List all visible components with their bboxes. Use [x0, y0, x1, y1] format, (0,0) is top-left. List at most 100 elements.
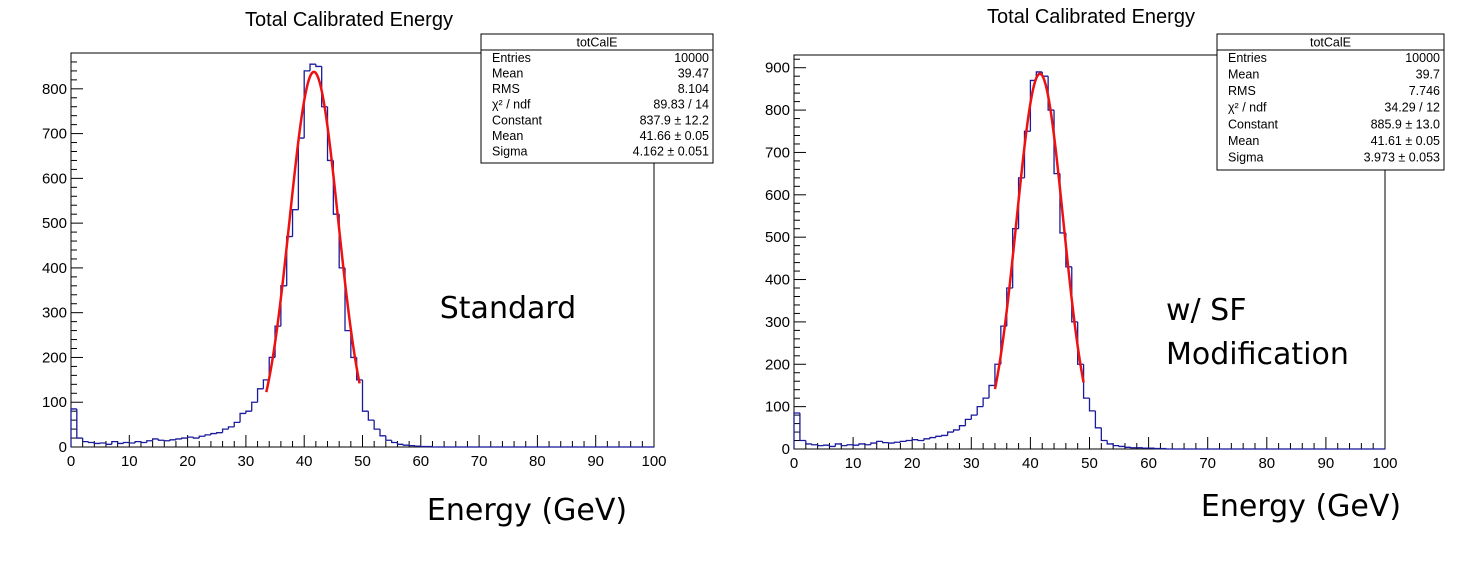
x-tick-label: 40 [296, 453, 313, 470]
left-x-axis-label: Energy (GeV) [427, 493, 627, 528]
histogram-bin [882, 441, 889, 444]
histogram-bin [87, 441, 95, 444]
histogram-bin [291, 209, 299, 237]
y-tick-label: 700 [42, 126, 67, 143]
stats-box-frame [480, 33, 714, 164]
y-tick-label: 800 [42, 81, 67, 98]
x-tick-label: 60 [412, 453, 429, 470]
y-tick-label: 100 [765, 399, 790, 416]
x-tick-label: 80 [1258, 455, 1275, 472]
stats-row-value: 41.61 ± 0.05 [1371, 134, 1440, 148]
y-tick-label: 200 [765, 356, 790, 373]
histogram-bin [911, 439, 919, 441]
right-annotation-line-1: w/ SF [1166, 293, 1246, 328]
stats-row-value: 4.162 ± 0.051 [633, 144, 709, 158]
stats-row-value: 885.9 ± 13.0 [1371, 117, 1440, 131]
y-tick-label: 200 [42, 349, 67, 366]
histogram-bin [1106, 440, 1114, 445]
x-tick-label: 100 [1372, 455, 1397, 472]
histogram-bin [846, 444, 854, 446]
stats-row-value: 3.973 ± 0.053 [1364, 150, 1440, 164]
histogram-bin [793, 412, 800, 449]
left-stats-box: totCalE Entries 10000 Mean 39.47 RMS 8.104 χ² /… [480, 33, 714, 164]
histogram-bin [361, 379, 369, 412]
histogram-bin [186, 436, 194, 439]
histogram-bin [76, 408, 83, 439]
histogram-bin [1047, 76, 1055, 111]
histogram-bin [221, 428, 229, 433]
histogram-bin [169, 439, 176, 441]
histogram-bin [157, 438, 165, 441]
x-tick-label: 70 [1199, 455, 1216, 472]
histogram-bin [192, 437, 200, 439]
stats-row-value: 7.746 [1409, 84, 1440, 98]
x-tick-label: 40 [1022, 455, 1039, 472]
histogram-bin [385, 435, 392, 441]
y-tick-label: 500 [42, 215, 67, 232]
left-histogram-panel: Total Calibrated Energy 0 10 20 30 40 50 60 70 8… [42, 9, 714, 528]
x-tick-label: 30 [238, 453, 255, 470]
histogram-bin [198, 435, 206, 439]
histogram-bin [1100, 427, 1108, 442]
histogram-bin [379, 429, 386, 437]
stats-row-label: Mean [1228, 68, 1259, 82]
right-annotation-line-2: Modification [1166, 337, 1349, 372]
histogram-bin [297, 137, 305, 210]
stats-box-name: totCalE [1310, 36, 1351, 50]
histogram-bin [175, 438, 182, 440]
histogram-bin [799, 412, 806, 442]
histogram-bin [952, 429, 960, 433]
histogram-bin [816, 444, 824, 447]
histogram-bin [1124, 446, 1131, 448]
histogram-bin [805, 440, 812, 445]
right-stats-box: totCalE Entries 10000 Mean 39.7 RMS 7.746 χ² / … [1216, 33, 1445, 171]
histogram-bin [905, 439, 913, 442]
stats-row-label: Sigma [1228, 150, 1263, 164]
histogram-bin [834, 443, 842, 447]
y-tick-label: 0 [59, 439, 67, 456]
gaussian-fit-curve [265, 70, 361, 393]
stats-row-value: 89.83 / 14 [653, 98, 709, 112]
histogram-bin [876, 440, 883, 444]
x-tick-label: 90 [1318, 455, 1335, 472]
histogram-bin [216, 432, 223, 434]
stats-row-value: 837.9 ± 12.2 [640, 113, 709, 127]
histogram-bin [958, 425, 966, 430]
histogram-bin [917, 439, 925, 442]
histogram-bin [1112, 443, 1120, 447]
x-tick-label: 30 [963, 455, 980, 472]
y-tick-label: 700 [765, 144, 790, 161]
stats-row-value: 41.66 ± 0.05 [640, 129, 709, 143]
histogram-bin [111, 440, 118, 445]
stats-row-label: χ² / ndf [1228, 101, 1267, 115]
stats-row-label: Constant [1228, 117, 1279, 131]
histogram-bin [870, 442, 877, 445]
histogram-bin [970, 414, 978, 420]
histogram-bin [181, 437, 188, 439]
histogram-bin [204, 434, 211, 437]
x-tick-label: 50 [1081, 455, 1098, 472]
histogram-bin [811, 443, 818, 446]
left-plot-area: 0 10 20 30 40 50 60 70 80 90 100 0 100 200 300 400 500 60… [42, 52, 667, 470]
right-x-axis-label: Energy (GeV) [1201, 489, 1401, 524]
x-tick-label: 100 [641, 453, 666, 470]
y-tick-label: 400 [42, 260, 67, 277]
stats-row-label: Constant [492, 113, 543, 127]
y-tick-label: 100 [42, 394, 67, 411]
stats-row-label: RMS [492, 82, 520, 96]
y-tick-label: 600 [765, 187, 790, 204]
histogram-bin [923, 438, 930, 441]
histogram-bin [315, 64, 322, 68]
histogram-bin [1094, 410, 1102, 429]
histogram-bin [1023, 130, 1031, 178]
x-tick-label: 50 [354, 453, 371, 470]
histogram-bin [964, 418, 972, 426]
x-tick-label: 0 [790, 455, 798, 472]
histogram-bin [151, 438, 159, 441]
stats-row-label: Mean [492, 129, 523, 143]
stats-row-value: 10000 [674, 51, 709, 65]
histogram-bin [210, 432, 217, 435]
x-tick-label: 20 [179, 453, 196, 470]
y-tick-label: 900 [765, 60, 790, 77]
x-tick-label: 20 [904, 455, 921, 472]
